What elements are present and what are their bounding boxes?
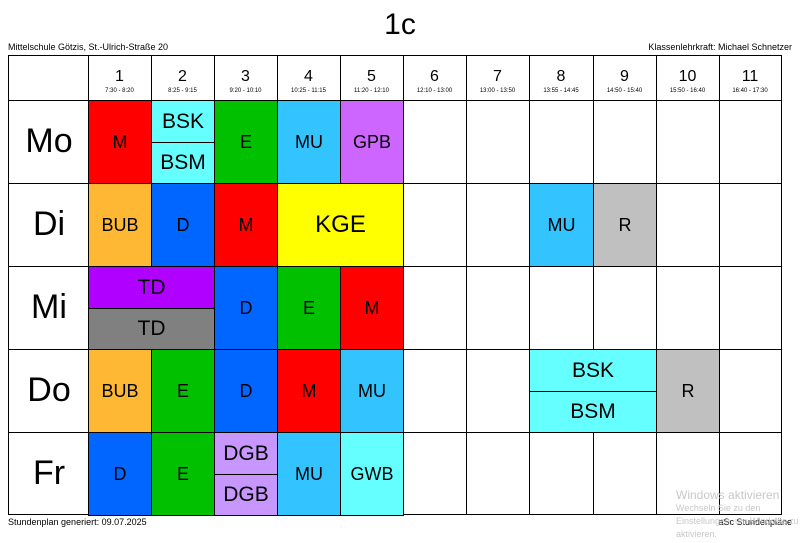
lesson-cell: D (214, 349, 278, 433)
period-number: 4 (304, 68, 313, 85)
period-header: 7 13:00 - 13:50 (466, 56, 529, 100)
period-header: 8 13:55 - 14:45 (529, 56, 593, 100)
lesson-cell: GWB (340, 432, 404, 516)
timetable-title: 1c (384, 8, 416, 41)
grid-column-line (529, 56, 530, 514)
lesson-cell: R (593, 183, 657, 267)
grid-column-line (719, 56, 720, 514)
brand-label: aSc Stundenpläne (718, 517, 792, 527)
lesson-cell: BUB (88, 183, 152, 267)
lesson-cell: GPB (340, 100, 404, 184)
day-label: Mo (25, 122, 73, 160)
period-time: 14:50 - 15:40 (606, 88, 643, 94)
lesson-cell: BSM (151, 142, 215, 184)
period-time: 9:20 - 10:10 (229, 88, 262, 94)
lesson-cell: E (214, 100, 278, 184)
lesson-cell: D (88, 432, 152, 516)
grid-column-line (656, 56, 657, 514)
watermark-line2: Wechseln Sie zu den Einstellungen, um Wi… (676, 503, 799, 526)
period-number: 6 (430, 68, 439, 85)
period-number: 7 (493, 68, 502, 85)
lesson-cell: D (151, 183, 215, 267)
period-header: 5 11:20 - 12:10 (340, 56, 403, 100)
lesson-cell: MU (340, 349, 404, 433)
grid-column-line (466, 56, 467, 514)
period-number: 3 (241, 68, 250, 85)
period-number: 5 (367, 68, 376, 85)
day-label: Do (27, 371, 71, 409)
lesson-cell: TD (88, 308, 215, 350)
watermark-line3: aktivieren. (676, 529, 718, 539)
period-time: 15:50 - 16:40 (669, 88, 706, 94)
lesson-cell: DGB (214, 432, 278, 475)
period-time: 16:40 - 17:30 (732, 88, 768, 94)
day-label: Fr (32, 454, 66, 492)
lesson-cell: M (88, 100, 152, 184)
period-number: 8 (556, 68, 566, 85)
day-label: Di (32, 205, 66, 243)
class-teacher: Klassenlehrkraft: Michael Schnetzer (648, 42, 792, 52)
period-number: 2 (178, 68, 187, 85)
lesson-cell: MU (277, 432, 341, 516)
period-header: 9 14:50 - 15:40 (593, 56, 656, 100)
period-time: 11:20 - 12:10 (354, 88, 389, 94)
period-header: 3 9:20 - 10:10 (214, 56, 277, 100)
period-header: 1 7:30 - 8:20 (88, 56, 151, 100)
lesson-cell: D (214, 266, 278, 350)
period-header: 10 15:50 - 16:40 (656, 56, 719, 100)
lesson-cell: MU (529, 183, 594, 267)
lesson-cell: E (151, 349, 215, 433)
period-time: 13:55 - 14:45 (543, 88, 579, 94)
period-number: 9 (620, 68, 629, 85)
windows-activation-watermark: Windows aktivieren Wechseln Sie zu den E… (676, 489, 800, 541)
lesson-cell: BSM (529, 391, 657, 433)
lesson-cell: MU (277, 100, 341, 184)
timetable-grid: 1 7:30 - 8:20 2 8:25 - 9:15 3 9:20 - 10:10 4 10… (8, 55, 782, 516)
period-header: 6 12:10 - 13:00 (403, 56, 466, 100)
lesson-cell: TD (88, 266, 215, 309)
lesson-cell: M (277, 349, 341, 433)
lesson-cell: KGE (277, 183, 404, 267)
lesson-cell: BUB (88, 349, 152, 433)
lesson-cell: BSK (529, 349, 657, 392)
period-number: 11 (741, 68, 759, 85)
day-label: Mi (31, 288, 67, 326)
lesson-cell: E (151, 432, 215, 516)
lesson-cell: DGB (214, 474, 278, 516)
lesson-cell: BSK (151, 100, 215, 143)
period-header: 4 10:25 - 11:15 (277, 56, 340, 100)
period-time: 7:30 - 8:20 (105, 88, 134, 94)
period-time: 10:25 - 11:15 (291, 88, 326, 94)
period-number: 1 (115, 68, 124, 85)
lesson-cell: M (214, 183, 278, 267)
lesson-cell: M (340, 266, 404, 350)
watermark-title: Windows aktivieren (676, 488, 780, 502)
period-header: 2 8:25 - 9:15 (151, 56, 214, 100)
period-time: 12:10 - 13:00 (416, 88, 453, 94)
period-time: 13:00 - 13:50 (479, 88, 516, 94)
lesson-cell: R (656, 349, 720, 433)
period-number: 10 (678, 68, 697, 85)
period-header: 11 16:40 - 17:30 (719, 56, 781, 100)
school-name: Mittelschule Götzis, St.-Ulrich-Straße 2… (8, 42, 169, 52)
generated-date: Stundenplan generiert: 09.07.2025 (8, 517, 147, 527)
period-time: 8:25 - 9:15 (168, 88, 197, 94)
lesson-cell: E (277, 266, 341, 350)
grid-column-line (593, 56, 594, 514)
